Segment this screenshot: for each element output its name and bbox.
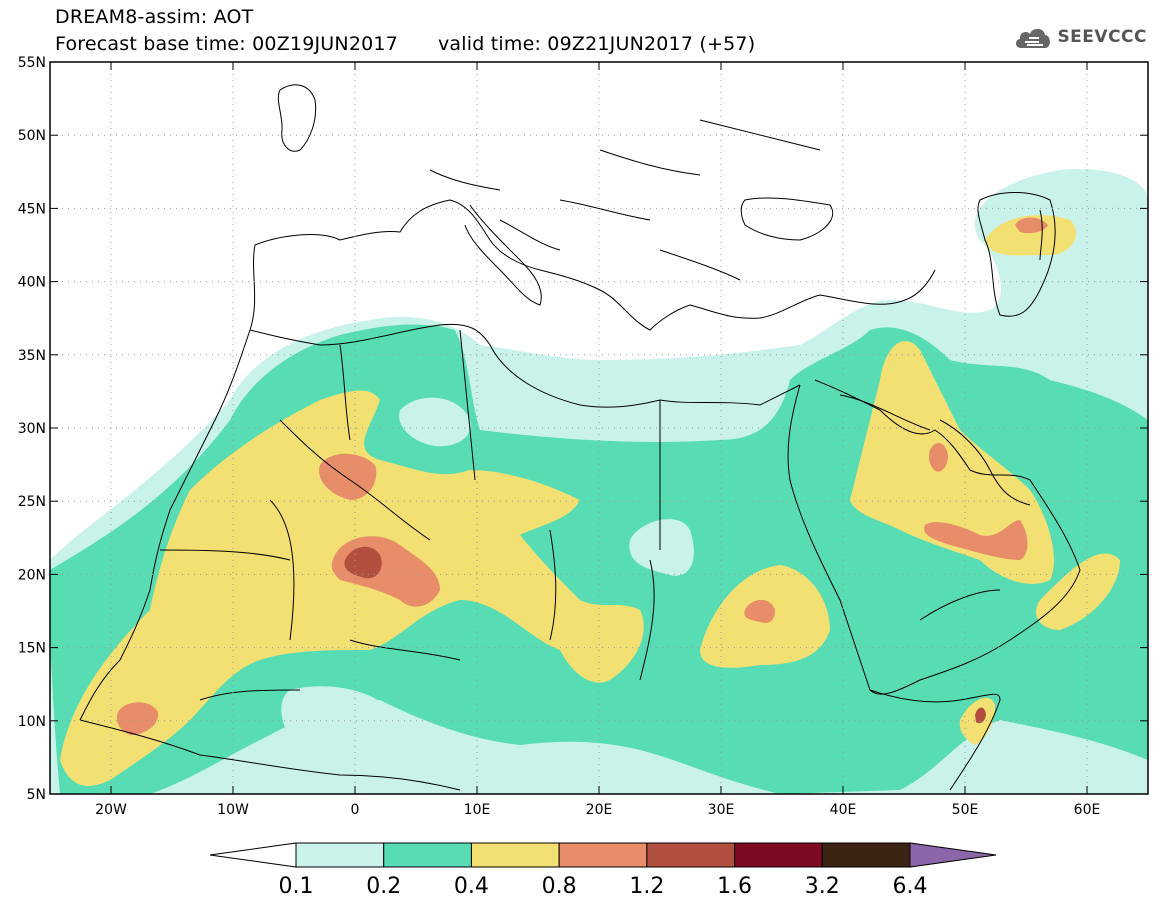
lat-label: 50N xyxy=(18,128,46,144)
colorbar-label: 0.8 xyxy=(542,874,577,899)
lon-label: 10W xyxy=(217,802,249,818)
aot-band-0-4-oman xyxy=(1036,553,1120,630)
lat-label: 45N xyxy=(18,201,46,217)
colorbar-label: 1.6 xyxy=(717,874,752,899)
aot-band-0-8-arabia-s xyxy=(924,520,1028,560)
aot-band-1-2-somalia xyxy=(975,707,986,724)
seevccc-logo: SEEVCCC xyxy=(1013,24,1147,50)
lat-label: 5N xyxy=(27,787,46,803)
aot-band-0-8-guinea xyxy=(116,702,159,735)
colorbar-box xyxy=(558,842,648,868)
base-time: Forecast base time: 00Z19JUN2017 xyxy=(55,33,398,55)
lon-label: 20E xyxy=(586,802,613,818)
lon-label: 50E xyxy=(952,802,979,818)
lat-label: 20N xyxy=(18,567,46,583)
gridlines xyxy=(50,62,1148,794)
colorbar-label: 3.2 xyxy=(805,874,840,899)
colorbar: 0.1 0.2 0.4 0.8 1.2 1.6 3.2 6.4 xyxy=(209,842,997,899)
lon-label: 60E xyxy=(1074,802,1101,818)
aot-band-0-4-caspian xyxy=(985,215,1077,256)
colorbar-box xyxy=(646,842,736,868)
aot-band-0-4 xyxy=(60,390,644,786)
colorbar-box xyxy=(470,842,560,868)
lat-label: 40N xyxy=(18,275,46,291)
lon-label: 30E xyxy=(708,802,735,818)
aot-band-1-2 xyxy=(344,546,382,579)
cloud-icon xyxy=(1016,28,1051,48)
aot-clear-area-1 xyxy=(629,519,694,576)
colorbar-label: 0.4 xyxy=(454,874,489,899)
aot-band-0-8-sudan xyxy=(744,599,775,623)
colorbar-box xyxy=(734,842,823,868)
colorbar-box xyxy=(383,842,472,868)
valid-time: valid time: 09Z21JUN2017 (+57) xyxy=(437,33,756,55)
lat-axis: 55N 50N 45N 40N 35N 30N 25N 20N 15N 10N 5N xyxy=(18,55,1148,803)
lat-label: 55N xyxy=(18,55,46,71)
colorbar-label: 1.2 xyxy=(629,874,664,899)
aot-fields xyxy=(50,169,1148,794)
coastlines xyxy=(79,84,1081,791)
map-title: DREAM8-assim: AOT xyxy=(55,6,254,28)
colorbar-high-extend xyxy=(909,842,997,868)
lat-label: 10N xyxy=(18,714,46,730)
lon-label: 10E xyxy=(464,802,491,818)
aot-clear-area-3 xyxy=(281,686,400,753)
lat-label: 25N xyxy=(18,494,46,510)
aot-clear-area-2 xyxy=(399,397,471,447)
colorbar-low-extend xyxy=(209,842,297,868)
colorbar-label: 0.2 xyxy=(366,874,401,899)
colorbar-label: 6.4 xyxy=(893,874,928,899)
aot-band-0-8-arabia-n xyxy=(929,443,948,472)
lon-label: 20W xyxy=(95,802,127,818)
lat-label: 15N xyxy=(18,641,46,657)
lon-axis: 20W 10W 0 10E 20E 30E 40E 50E 60E xyxy=(95,62,1100,818)
logo-text: SEEVCCC xyxy=(1057,27,1147,47)
lat-label: 30N xyxy=(18,421,46,437)
colorbar-box xyxy=(295,842,385,868)
aot-band-0-8-caspian xyxy=(1015,217,1048,234)
aot-band-0-4-arabia xyxy=(850,341,1054,584)
lat-label: 35N xyxy=(18,348,46,364)
colorbar-label: 0.1 xyxy=(279,874,314,899)
colorbar-box xyxy=(821,842,911,868)
lon-label: 40E xyxy=(830,802,857,818)
forecast-times: Forecast base time: 00Z19JUN2017 valid ti… xyxy=(55,33,755,55)
lon-label: 0 xyxy=(351,802,360,818)
